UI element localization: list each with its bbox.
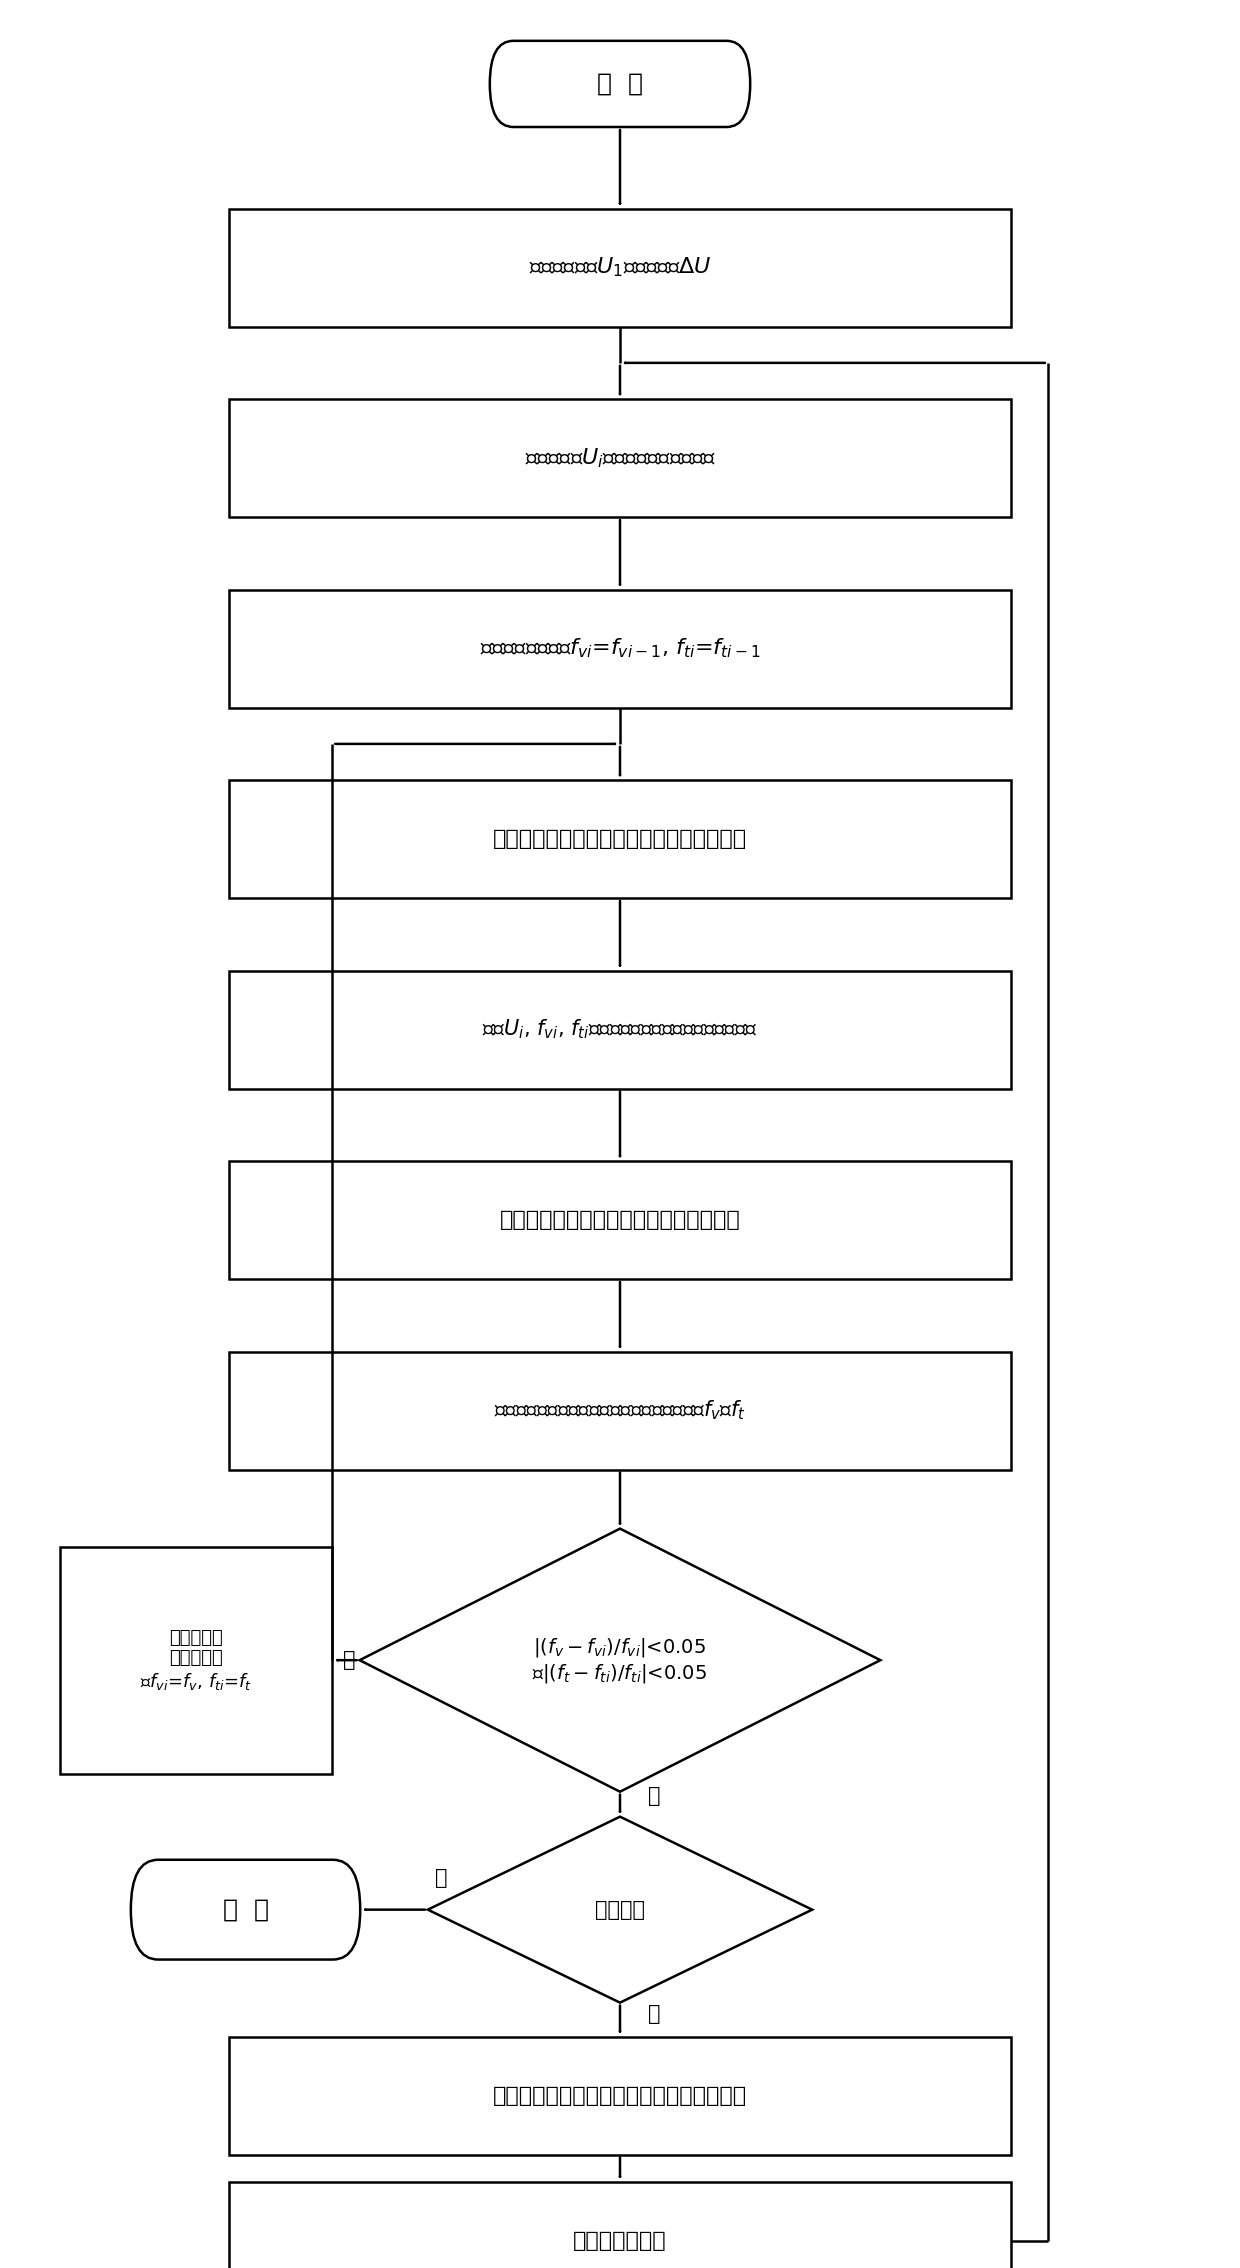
Text: 对振动响应进行频谱分析，确定振动卓越频率$f_v$和$f_t$: 对振动响应进行频谱分析，确定振动卓越频率$f_v$和$f_t$ bbox=[494, 1399, 746, 1422]
Text: 开  始: 开 始 bbox=[596, 73, 644, 95]
Bar bbox=[229, 2037, 1011, 2155]
Text: 否: 否 bbox=[343, 1651, 356, 1669]
Text: 根据$U_i$, $f_{vi}$, $f_{ti}$和有效攻角插值计算各单元颤振导数: 根据$U_i$, $f_{vi}$, $f_{ti}$和有效攻角插值计算各单元颤… bbox=[482, 1018, 758, 1041]
Text: 否: 否 bbox=[649, 2005, 661, 2023]
Text: 在当前风速$U_i$下进行脉动风场的模拟: 在当前风速$U_i$下进行脉动风场的模拟 bbox=[525, 447, 715, 469]
FancyBboxPatch shape bbox=[490, 41, 750, 127]
Bar bbox=[229, 1352, 1011, 1470]
Text: 计算扭转变
形均值，并
令$f_{vi}$=$f_v$, $f_{ti}$=$f_t$: 计算扭转变 形均值，并 令$f_{vi}$=$f_v$, $f_{ti}$=$f… bbox=[140, 1628, 252, 1692]
Polygon shape bbox=[360, 1529, 880, 1792]
Text: 是: 是 bbox=[649, 1787, 661, 1805]
Text: 计算位移响应均值、根方差和功率谱密度等: 计算位移响应均值、根方差和功率谱密度等 bbox=[494, 2087, 746, 2105]
Text: 是: 是 bbox=[435, 1869, 448, 1887]
Bar bbox=[60, 1547, 332, 1774]
Bar bbox=[229, 209, 1011, 327]
Text: 假定系统试算频率$f_{vi}$=$f_{vi-1}$, $f_{ti}$=$f_{ti-1}$: 假定系统试算频率$f_{vi}$=$f_{vi-1}$, $f_{ti}$=$f… bbox=[480, 637, 760, 660]
Bar bbox=[229, 399, 1011, 517]
Polygon shape bbox=[428, 1817, 812, 2003]
Text: 根据初始攻角和扭转变形均值计算有效攻角: 根据初始攻角和扭转变形均值计算有效攻角 bbox=[494, 830, 746, 848]
Bar bbox=[229, 590, 1011, 708]
Text: 计算统一气动力荷载，进行动力时程分析: 计算统一气动力荷载，进行动力时程分析 bbox=[500, 1211, 740, 1229]
Text: 结  束: 结 束 bbox=[222, 1898, 269, 1921]
Bar bbox=[229, 1161, 1011, 1279]
Bar bbox=[229, 2182, 1011, 2268]
Text: 按预定增大风速: 按预定增大风速 bbox=[573, 2232, 667, 2250]
Text: 颤振发散: 颤振发散 bbox=[595, 1901, 645, 1919]
Bar bbox=[229, 971, 1011, 1089]
Text: 给定初始风速$U_1$和风速增量$\Delta U$: 给定初始风速$U_1$和风速增量$\Delta U$ bbox=[528, 256, 712, 279]
FancyBboxPatch shape bbox=[131, 1860, 360, 1960]
Bar bbox=[229, 780, 1011, 898]
Text: $|(f_v - f_{vi})/f_{vi}|$<0.05
且$|(f_t - f_{ti})/f_{ti}|$<0.05: $|(f_v - f_{vi})/f_{vi}|$<0.05 且$|(f_t -… bbox=[532, 1635, 708, 1685]
